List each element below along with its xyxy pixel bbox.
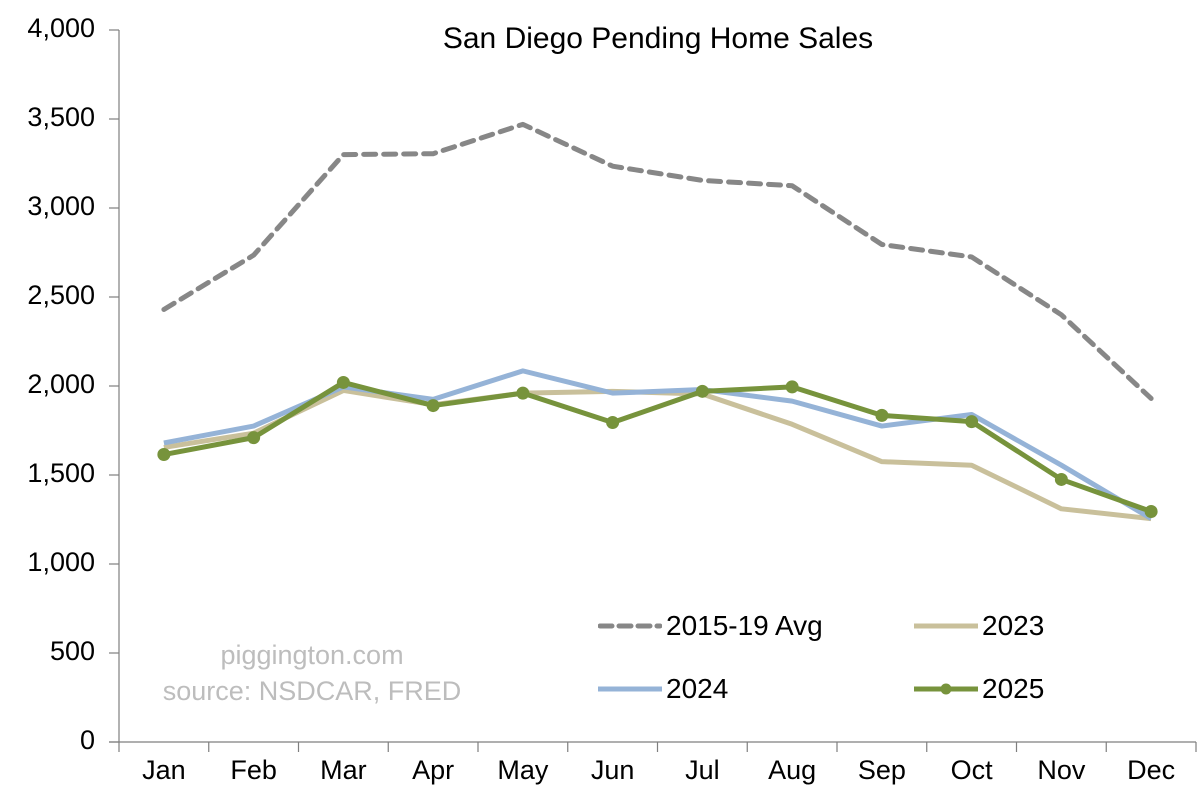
x-tick-label: Apr — [412, 755, 455, 785]
data-point-marker — [875, 408, 889, 422]
watermark-site: piggington.com — [220, 640, 404, 670]
x-tick-label: Jul — [685, 755, 720, 785]
legend-label: 2023 — [982, 610, 1045, 641]
x-tick-label: Dec — [1127, 755, 1176, 785]
x-tick-label: Jan — [142, 755, 186, 785]
data-point-marker — [695, 384, 709, 398]
legend-item-avg: 2015-19 Avg — [598, 610, 823, 642]
watermark-source: source: NSDCAR, FRED — [162, 676, 462, 706]
y-tick-label: 1,500 — [27, 458, 95, 488]
axes — [109, 29, 1197, 752]
legend-label: 2024 — [666, 673, 729, 704]
legend-item-2024: 2024 — [598, 673, 728, 705]
x-tick-label: Nov — [1037, 755, 1086, 785]
y-tick-label: 2,000 — [27, 369, 95, 399]
y-tick-label: 3,000 — [27, 191, 95, 221]
legend-line-icon — [598, 686, 662, 692]
x-tick-label: Feb — [230, 755, 277, 785]
legend-label: 2025 — [982, 673, 1045, 704]
chart-title: San Diego Pending Home Sales — [442, 22, 874, 55]
data-point-marker — [1054, 472, 1068, 486]
series-line-2023 — [163, 387, 1152, 522]
legend-line-marker-icon — [914, 683, 978, 695]
x-tick-label: Sep — [857, 755, 906, 785]
series-line-2015-19-avg — [161, 121, 1154, 401]
data-point-marker — [965, 415, 979, 429]
legend-line-icon — [914, 623, 978, 629]
x-tick-label: Jun — [590, 755, 635, 785]
data-point-marker — [426, 399, 440, 413]
y-tick-label: 500 — [49, 636, 95, 666]
x-tick-label: Aug — [768, 755, 817, 785]
y-tick-label: 4,000 — [27, 13, 95, 43]
x-tick-label: May — [497, 755, 549, 785]
x-tick-label: Mar — [320, 755, 367, 785]
series-line-2025 — [163, 379, 1152, 514]
y-tick-label: 1,000 — [27, 547, 95, 577]
series-layer — [157, 121, 1158, 522]
data-point-marker — [606, 415, 620, 429]
data-point-marker — [336, 375, 350, 389]
y-tick-label: 3,500 — [27, 102, 95, 132]
data-point-marker — [247, 431, 261, 445]
data-point-marker — [1144, 504, 1158, 518]
legend-item-2023: 2023 — [914, 610, 1044, 642]
legend-label: 2015-19 Avg — [666, 610, 823, 641]
legend-dashed-line-icon — [598, 623, 662, 629]
y-tick-label: 0 — [79, 725, 95, 755]
data-point-marker — [785, 380, 799, 394]
data-point-marker — [157, 448, 171, 462]
y-tick-label: 2,500 — [27, 280, 95, 310]
data-point-marker — [516, 386, 530, 400]
x-tick-label: Oct — [950, 755, 993, 785]
legend-item-2025: 2025 — [914, 673, 1044, 705]
